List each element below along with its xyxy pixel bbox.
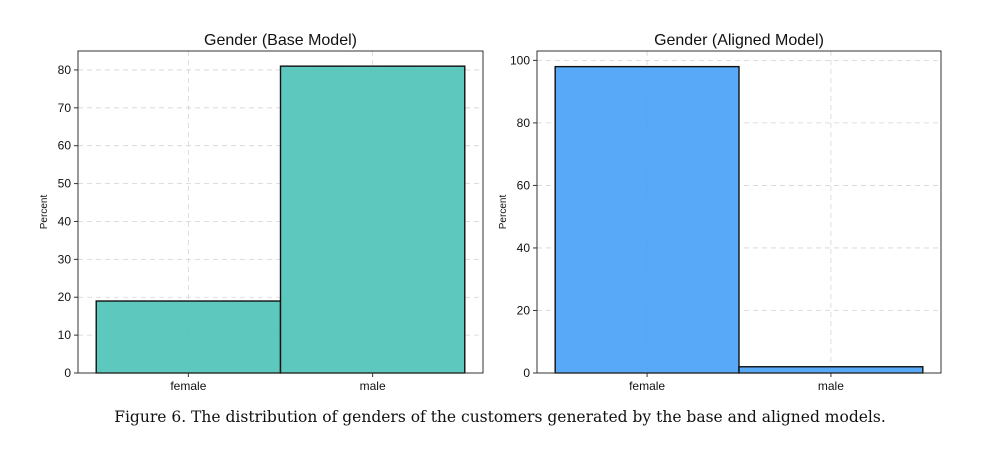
- x-tick-label: male: [818, 379, 844, 393]
- bar-male: [279, 65, 466, 374]
- y-tick-label: 20: [58, 290, 72, 304]
- y-tick-label: 10: [58, 328, 72, 342]
- x-tick-label: female: [629, 379, 665, 393]
- chart-title: Gender (Aligned Model): [654, 32, 824, 49]
- y-tick-label: 80: [58, 63, 72, 77]
- charts-svg: 0 10 20 30 40 50 60 70 80 female male Gender (Base …: [39, 32, 942, 393]
- bar-male: [738, 366, 924, 374]
- y-tick-label: 50: [58, 177, 72, 191]
- y-axis-label: Percent: [39, 195, 50, 230]
- x-tick-label: male: [360, 379, 386, 393]
- y-tick-label: 20: [517, 303, 531, 317]
- y-tick-label: 30: [58, 252, 72, 266]
- x-tick-label: female: [170, 379, 206, 393]
- bar-female: [95, 300, 282, 374]
- y-tick-label: 100: [510, 53, 530, 67]
- plot-frame: [536, 50, 942, 374]
- y-tick-label: 80: [517, 116, 531, 130]
- y-tick-label: 60: [58, 139, 72, 153]
- bar-female: [554, 65, 740, 374]
- y-tick-label: 0: [64, 366, 71, 380]
- figure-caption: Figure 6. The distribution of genders of…: [114, 408, 886, 426]
- chart-title: Gender (Base Model): [204, 32, 357, 49]
- y-tick-label: 40: [517, 241, 531, 255]
- y-tick-label: 0: [523, 366, 530, 380]
- plot-frame: [77, 50, 484, 374]
- y-tick-label: 40: [58, 214, 72, 228]
- y-tick-label: 70: [58, 101, 72, 115]
- y-axis-label: Percent: [498, 195, 509, 230]
- y-tick-label: 60: [517, 178, 531, 192]
